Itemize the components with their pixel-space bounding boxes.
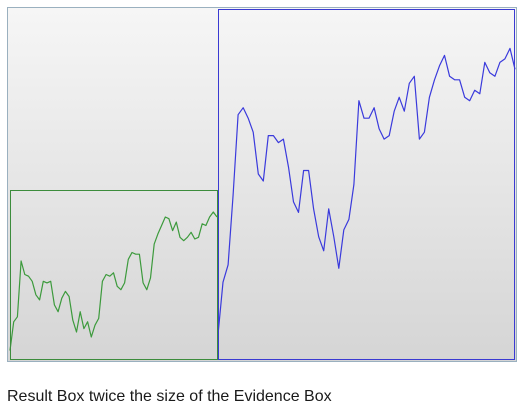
chart-figure — [7, 7, 517, 362]
result-box — [218, 9, 515, 360]
figure-caption: Result Box twice the size of the Evidenc… — [7, 388, 332, 405]
series-layer — [9, 47, 516, 351]
evidence-series-line — [9, 211, 218, 351]
chart-panel — [7, 7, 517, 362]
result-series-line — [217, 47, 516, 335]
evidence-box — [10, 190, 218, 360]
